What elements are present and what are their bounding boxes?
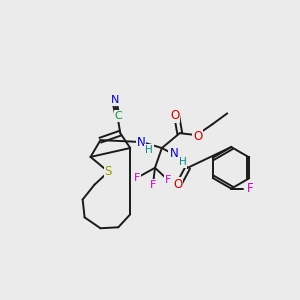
Text: O: O bbox=[170, 109, 179, 122]
Text: C: C bbox=[114, 111, 122, 121]
Text: O: O bbox=[173, 178, 182, 191]
Text: N: N bbox=[137, 136, 146, 148]
Text: F: F bbox=[134, 173, 140, 183]
Text: F: F bbox=[165, 175, 171, 185]
Text: N: N bbox=[169, 148, 178, 160]
Text: H: H bbox=[145, 145, 153, 155]
Text: F: F bbox=[247, 182, 253, 195]
Text: S: S bbox=[105, 165, 112, 178]
Text: F: F bbox=[150, 180, 156, 190]
Text: N: N bbox=[111, 95, 119, 106]
Text: O: O bbox=[193, 130, 202, 142]
Text: H: H bbox=[179, 157, 187, 167]
